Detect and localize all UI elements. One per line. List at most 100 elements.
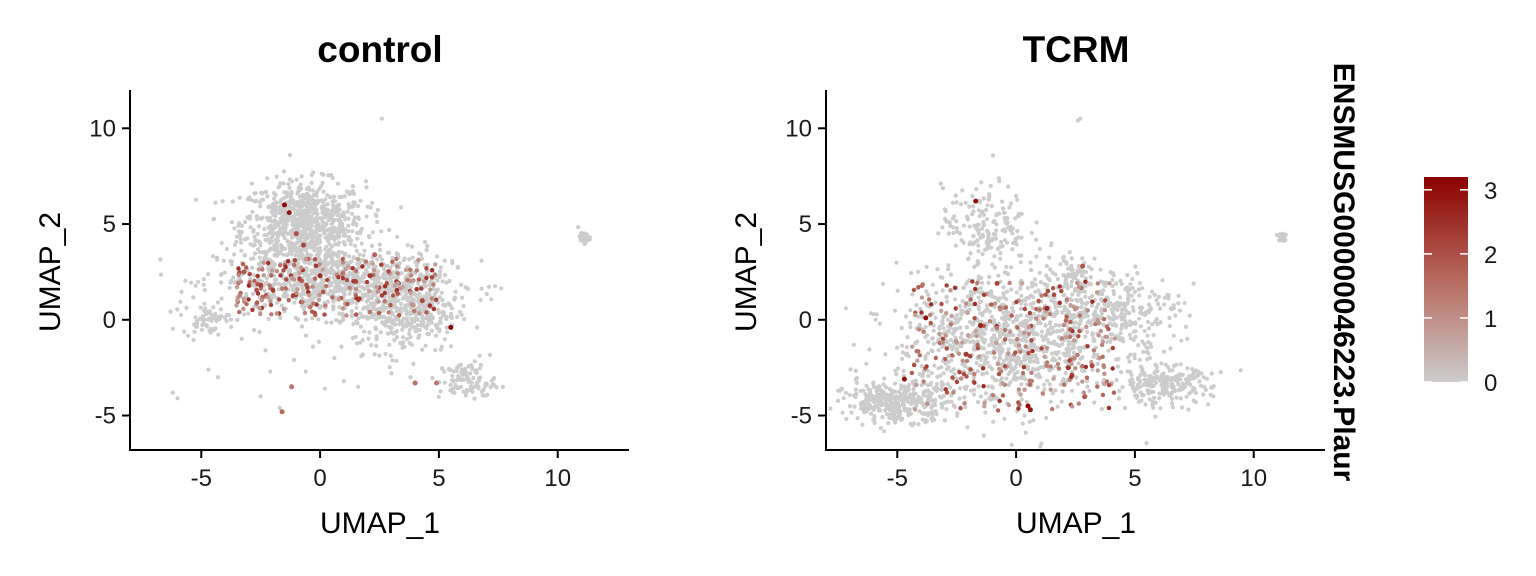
cell-point <box>285 239 290 244</box>
cell-point <box>1164 389 1169 395</box>
cell-point <box>224 318 229 324</box>
cell-point <box>1142 342 1147 347</box>
expressing-cell-point <box>1084 375 1090 380</box>
cell-point <box>276 281 281 287</box>
expressing-cell-point <box>274 269 280 274</box>
cell-point <box>370 200 375 206</box>
cell-point <box>906 382 912 388</box>
cell-point <box>293 315 298 320</box>
cell-point <box>1081 289 1087 294</box>
cell-point <box>996 273 1001 278</box>
cell-point <box>234 234 239 239</box>
expressing-cell-point <box>976 354 982 359</box>
expressing-cell-point <box>241 296 246 301</box>
cell-point <box>1188 382 1193 387</box>
expressing-cell-point <box>1095 368 1101 373</box>
cell-point <box>179 312 184 318</box>
cell-point <box>296 185 301 190</box>
cell-point <box>1002 358 1007 363</box>
expressing-cell-point <box>1099 342 1105 348</box>
expressing-cell-point <box>1068 319 1073 325</box>
cell-point <box>958 325 963 330</box>
cell-point <box>1161 378 1166 383</box>
expressing-cell-point <box>1007 280 1012 286</box>
cell-point <box>281 181 286 186</box>
cell-point <box>1180 405 1185 410</box>
cell-point <box>370 243 375 248</box>
cell-point <box>431 286 436 291</box>
cell-point <box>1202 384 1207 389</box>
cell-point <box>1169 390 1174 395</box>
expressing-cell-point <box>302 310 308 316</box>
cell-point <box>990 262 995 267</box>
cell-point <box>275 253 280 258</box>
cell-point <box>929 416 934 421</box>
cell-point <box>320 204 325 209</box>
cell-point <box>916 314 921 319</box>
cell-point <box>1140 286 1145 291</box>
cell-point <box>933 397 938 402</box>
cell-point <box>1168 306 1173 311</box>
cell-point <box>893 368 898 373</box>
cell-point <box>1107 338 1112 343</box>
cell-point <box>1147 397 1152 402</box>
cell-point <box>1181 382 1186 388</box>
cell-point <box>1054 352 1059 357</box>
cell-point <box>1054 311 1059 316</box>
cell-point <box>375 274 380 279</box>
cell-point <box>421 302 426 307</box>
cell-point <box>252 191 257 196</box>
cell-point <box>1006 184 1011 189</box>
cell-point <box>582 236 587 241</box>
cell-point <box>418 272 423 277</box>
cell-point <box>195 321 200 326</box>
cell-point <box>1153 381 1158 386</box>
expressing-cell-point <box>1083 394 1088 399</box>
cell-point <box>975 238 980 243</box>
cell-point <box>1100 292 1105 297</box>
cell-point <box>1015 314 1020 319</box>
cell-point <box>953 193 958 198</box>
cell-point <box>342 293 347 298</box>
expressing-cell-point <box>1055 361 1061 367</box>
cell-point <box>465 286 471 291</box>
cell-point <box>487 352 493 357</box>
cell-point <box>1055 404 1060 409</box>
cell-point <box>1152 370 1157 376</box>
expressing-cell-point <box>236 272 241 277</box>
cell-point <box>874 312 879 317</box>
cell-point <box>350 189 355 194</box>
cell-point <box>939 365 944 370</box>
cell-point <box>1020 320 1025 325</box>
expressing-cell-point <box>268 298 273 304</box>
cell-point <box>1238 368 1243 373</box>
cell-point <box>221 258 226 263</box>
cell-point <box>1044 415 1049 420</box>
cell-point <box>1029 268 1034 273</box>
cell-point <box>299 174 304 179</box>
cell-point <box>1001 285 1006 290</box>
cell-point <box>330 195 336 200</box>
cell-point <box>383 320 388 325</box>
cell-point <box>384 277 389 282</box>
expressing-cell-point <box>1072 355 1077 361</box>
cell-point <box>1000 199 1005 204</box>
cell-point <box>1080 368 1085 373</box>
cell-point <box>361 253 366 258</box>
cell-point <box>877 408 882 413</box>
cell-point <box>305 197 310 202</box>
expressing-cell-point <box>392 283 397 288</box>
cell-point <box>1088 320 1093 325</box>
expressing-cell-point <box>958 405 963 411</box>
cell-point <box>1177 308 1183 313</box>
cell-point <box>1002 216 1007 221</box>
cell-point <box>1062 304 1067 309</box>
expressing-cell-point <box>282 202 287 208</box>
cell-point <box>271 292 277 297</box>
cell-point <box>1061 254 1066 259</box>
cell-point <box>1002 238 1008 243</box>
cell-point <box>1098 267 1103 272</box>
cell-point <box>1024 339 1029 344</box>
cell-point <box>828 406 833 411</box>
cell-point <box>448 382 453 388</box>
